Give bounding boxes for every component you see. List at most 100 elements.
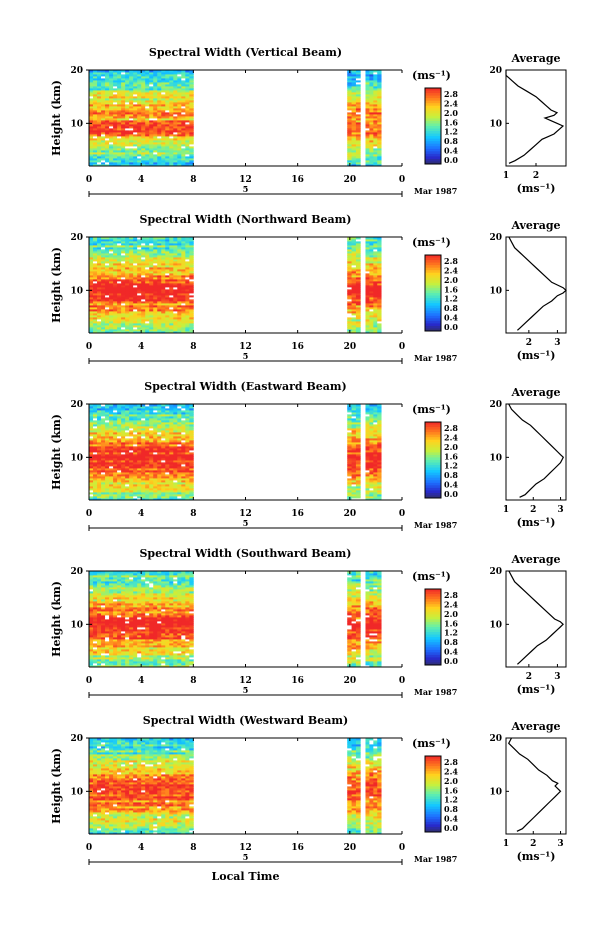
heatmap-cell: [149, 299, 154, 302]
heatmap-cell: [177, 404, 182, 407]
heatmap-cell: [125, 287, 130, 290]
heatmap-cell: [377, 472, 382, 475]
colorbar-segment: [425, 472, 441, 476]
heatmap-cell: [113, 464, 118, 467]
heatmap-cell: [101, 152, 106, 155]
heatmap-cell: [109, 279, 114, 282]
heatmap-cell: [365, 482, 370, 485]
heatmap-cell: [177, 287, 182, 290]
x-tick-label: 0: [399, 509, 405, 519]
heatmap-cell: [355, 408, 361, 411]
heatmap-cell: [125, 90, 130, 93]
heatmap-cell: [189, 152, 194, 155]
heatmap-cell: [105, 289, 110, 292]
heatmap-cell: [149, 456, 154, 459]
heatmap-cell: [141, 434, 146, 437]
heatmap-cell: [157, 255, 162, 258]
heatmap-cell: [173, 144, 178, 147]
colorbar-segment: [425, 290, 441, 294]
heatmap-cell: [181, 162, 186, 165]
heatmap-cell: [145, 424, 150, 427]
heatmap-cell: [181, 70, 186, 73]
heatmap-cell: [369, 120, 374, 123]
heatmap-cell: [347, 265, 352, 268]
heatmap-cell: [101, 442, 106, 445]
heatmap-cell: [365, 164, 370, 167]
heatmap-cell: [141, 321, 146, 324]
heatmap-cell: [101, 490, 106, 493]
heatmap-cell: [153, 484, 158, 487]
heatmap-cell: [117, 104, 122, 107]
heatmap-cell: [129, 150, 134, 153]
colorbar-segment: [425, 275, 441, 279]
heatmap-cell: [373, 150, 378, 153]
heatmap-cell: [355, 492, 361, 495]
heatmap-cell: [109, 440, 114, 443]
average-title: Average: [510, 52, 560, 65]
heatmap-cell: [173, 474, 178, 477]
heatmap-cell: [149, 128, 154, 131]
heatmap-cell: [173, 424, 178, 427]
heatmap-cell: [157, 116, 162, 119]
heatmap-cell: [101, 468, 106, 471]
heatmap-cell: [129, 420, 134, 423]
heatmap-cell: [157, 136, 162, 139]
heatmap-cell: [93, 279, 98, 282]
heatmap-cell: [373, 74, 378, 77]
x-tick-label: 16: [291, 175, 304, 185]
heatmap-cell: [117, 78, 122, 81]
heatmap-cell: [137, 72, 142, 75]
heatmap-cell: [373, 106, 378, 109]
heatmap-cell: [169, 452, 174, 455]
heatmap-cell: [377, 438, 382, 441]
heatmap-cell: [157, 154, 162, 157]
heatmap-cell: [97, 492, 102, 495]
heatmap-cell: [377, 152, 382, 155]
heatmap-cell: [141, 408, 146, 411]
heatmap-cell: [129, 414, 134, 417]
heatmap-cell: [93, 412, 98, 415]
heatmap-cell: [157, 156, 162, 159]
heatmap-cell: [125, 422, 130, 425]
heatmap-cell: [169, 432, 174, 435]
heatmap-cell: [121, 448, 126, 451]
heatmap-cell: [365, 152, 370, 155]
heatmap-cell: [189, 156, 194, 159]
heatmap-cell: [149, 247, 154, 250]
heatmap-cell: [141, 454, 146, 457]
heatmap-cell: [373, 116, 378, 119]
heatmap-cell: [165, 132, 170, 135]
heatmap-cell: [165, 408, 170, 411]
heatmap-cell: [113, 404, 118, 407]
heatmap-cell: [133, 279, 138, 282]
heatmap-cell: [105, 287, 110, 290]
heatmap-cell: [89, 482, 94, 485]
heatmap-cell: [369, 478, 374, 481]
heatmap-cell: [137, 456, 142, 459]
heatmap-cell: [129, 277, 134, 280]
heatmap-cell: [101, 404, 106, 407]
heatmap-cell: [97, 498, 102, 501]
heatmap-cell: [161, 299, 166, 302]
heatmap-cell: [109, 80, 114, 83]
heatmap-cell: [149, 498, 154, 501]
heatmap-cell: [351, 140, 357, 143]
heatmap-cell: [117, 476, 122, 479]
heatmap-cell: [373, 142, 378, 145]
heatmap-cell: [129, 104, 134, 107]
heatmap-cell: [189, 446, 194, 449]
heatmap-cell: [173, 154, 178, 157]
heatmap-cell: [145, 130, 150, 133]
heatmap-cell: [129, 456, 134, 459]
heatmap-cell: [351, 474, 357, 477]
heatmap-cell: [129, 289, 134, 292]
heatmap-cell: [125, 247, 130, 250]
colorbar-tick-label: 0.4: [444, 313, 458, 323]
heatmap-cell: [105, 450, 110, 453]
heatmap-cell: [133, 442, 138, 445]
heatmap-cell: [157, 446, 162, 449]
heatmap-cell: [141, 404, 146, 407]
heatmap-cell: [173, 100, 178, 103]
heatmap-cell: [97, 106, 102, 109]
heatmap-cell: [377, 114, 382, 117]
